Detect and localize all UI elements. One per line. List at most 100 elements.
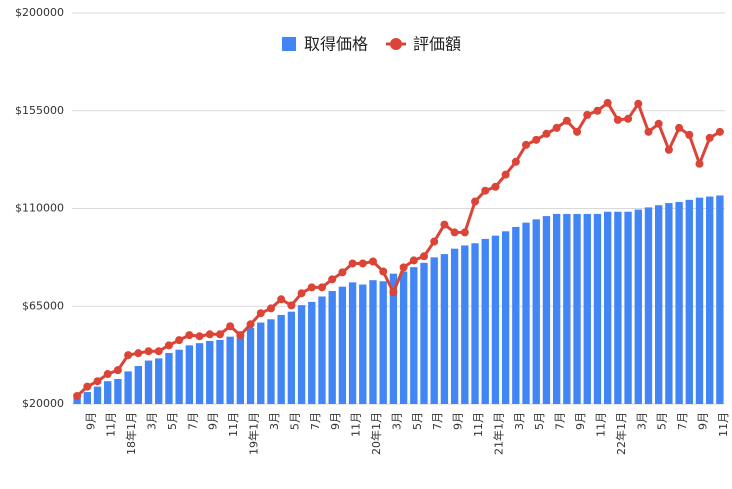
bar: [206, 341, 214, 404]
point: [654, 119, 663, 128]
point: [297, 289, 306, 298]
point: [501, 170, 510, 179]
bar: [481, 238, 489, 404]
bar: [471, 243, 479, 404]
bar: [665, 203, 673, 404]
bar: [655, 205, 663, 404]
x-tick-label: 3月: [635, 412, 648, 430]
point: [522, 140, 531, 149]
point: [562, 116, 571, 125]
point: [675, 123, 684, 132]
bar: [450, 248, 459, 404]
legend-label: 取得価格: [304, 35, 368, 54]
bar: [104, 381, 112, 404]
x-tick-label: 9月: [329, 412, 342, 430]
point: [573, 127, 582, 136]
point: [399, 263, 408, 272]
bar: [226, 336, 234, 404]
x-tick-label: 9月: [574, 412, 587, 430]
bar: [573, 213, 581, 404]
bar: [144, 360, 153, 404]
point: [185, 331, 194, 340]
bar: [440, 254, 449, 404]
point: [246, 320, 255, 329]
point: [613, 115, 622, 124]
x-tick-label: 19年1月: [247, 412, 261, 455]
bar: [287, 311, 296, 404]
y-tick-label: $65000: [22, 299, 64, 312]
x-tick-label: 11月: [227, 412, 240, 437]
point: [471, 197, 480, 206]
point: [144, 347, 153, 356]
point: [226, 322, 235, 331]
point: [430, 237, 439, 246]
bar: [512, 226, 520, 404]
bar: [532, 219, 540, 404]
point: [491, 182, 500, 191]
bar: [624, 211, 632, 404]
bar: [695, 197, 704, 404]
bar: [593, 213, 602, 404]
point: [695, 159, 704, 168]
legend: 取得価格 評価額: [282, 35, 461, 54]
x-tick-label: 9月: [207, 412, 220, 430]
bar: [236, 332, 245, 404]
x-tick-label: 3月: [513, 412, 526, 430]
bar: [501, 231, 510, 404]
point: [348, 259, 357, 268]
bar: [716, 195, 724, 404]
point: [368, 257, 377, 266]
bar: [399, 271, 408, 404]
point: [277, 295, 286, 304]
bar: [267, 319, 275, 404]
x-tick-label: 21年1月: [491, 412, 505, 455]
point: [664, 145, 673, 154]
bar: [308, 301, 316, 404]
point: [603, 98, 612, 107]
bar: [420, 262, 428, 404]
point: [552, 123, 561, 132]
x-tick-label: 7月: [309, 412, 322, 430]
point: [338, 268, 347, 277]
point: [134, 349, 143, 358]
x-tick-label: 5月: [533, 412, 546, 430]
x-tick-label: 9月: [84, 412, 97, 430]
bar: [410, 267, 418, 404]
x-tick-label: 18年1月: [124, 412, 138, 455]
bar: [175, 349, 183, 404]
point: [715, 127, 724, 136]
y-tick-label: $110000: [15, 202, 64, 215]
point: [124, 351, 133, 360]
bar: [165, 352, 173, 404]
bar: [93, 386, 102, 404]
bar: [124, 371, 132, 404]
bar: [155, 358, 163, 404]
point: [83, 382, 92, 391]
x-tick-label: 7月: [554, 412, 567, 430]
bar: [430, 257, 438, 404]
point: [154, 347, 163, 356]
bar: [246, 327, 255, 404]
point: [236, 331, 245, 340]
x-tick-label: 11月: [717, 412, 730, 437]
bar: [614, 211, 622, 404]
point: [511, 157, 520, 166]
point: [266, 304, 275, 313]
x-tick-label: 5月: [411, 412, 424, 430]
x-tick-label: 3月: [390, 412, 403, 430]
point: [542, 129, 551, 138]
x-tick-label: 11月: [594, 412, 607, 437]
point: [420, 252, 429, 261]
point: [358, 259, 367, 268]
bar: [328, 291, 336, 404]
point: [685, 130, 694, 139]
point: [287, 301, 296, 310]
legend-swatch: [390, 38, 402, 50]
bar: [491, 235, 500, 404]
line: [76, 101, 721, 398]
y-tick-label: $200000: [15, 6, 64, 19]
point: [215, 330, 224, 339]
point: [205, 330, 214, 339]
bar: [277, 314, 285, 404]
